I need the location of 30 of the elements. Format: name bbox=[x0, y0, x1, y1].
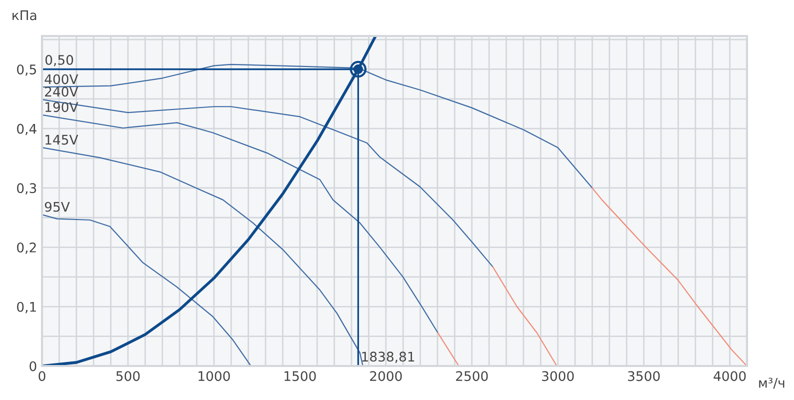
ref-line-label: 0,50 bbox=[45, 54, 74, 66]
x-axis-title: м³/ч bbox=[759, 378, 784, 389]
series-label: 400V bbox=[44, 74, 78, 84]
x-tick-label: 3500 bbox=[628, 371, 660, 382]
line-series bbox=[42, 214, 252, 366]
x-tick-label: 4000 bbox=[714, 371, 746, 382]
x-tick-label: 2500 bbox=[456, 371, 488, 382]
y-tick-label: 0,5 bbox=[17, 64, 36, 76]
y-tick-label: 0 bbox=[30, 361, 36, 372]
x-tick-label: 1500 bbox=[284, 371, 316, 382]
y-tick-label: 0,2 bbox=[17, 242, 36, 254]
line-series bbox=[42, 147, 364, 366]
y-tick-label: 0,1 bbox=[17, 302, 36, 314]
x-tick-label: 1000 bbox=[198, 371, 230, 382]
x-tick-label: 3000 bbox=[542, 371, 574, 382]
y-axis-title: кПа bbox=[12, 10, 36, 20]
y-tick-label: 0,3 bbox=[17, 183, 36, 194]
line-series bbox=[42, 98, 494, 268]
line-series bbox=[42, 114, 438, 334]
series-label: 240V bbox=[45, 86, 78, 97]
ref-line-label: 1838,81 bbox=[362, 352, 414, 364]
x-tick-label: 500 bbox=[116, 371, 140, 382]
line-series bbox=[592, 187, 747, 366]
y-tick-label: 0,4 bbox=[17, 124, 36, 136]
series-label: 95V bbox=[44, 202, 70, 212]
x-tick-label: 0 bbox=[38, 371, 46, 382]
series-label: 145V bbox=[46, 134, 78, 145]
x-tick-label: 2000 bbox=[370, 371, 402, 382]
series-label: 190V bbox=[46, 102, 78, 112]
line-series bbox=[492, 266, 558, 366]
